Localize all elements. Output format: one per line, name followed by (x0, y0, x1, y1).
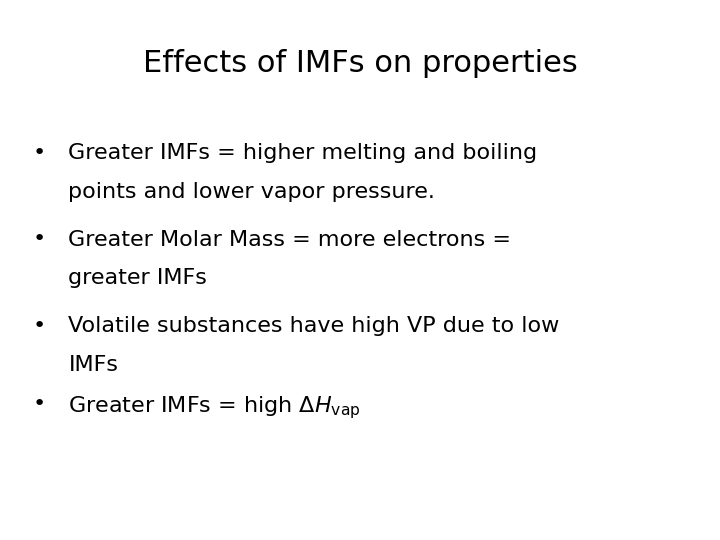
Text: Greater Molar Mass = more electrons =: Greater Molar Mass = more electrons = (68, 230, 511, 249)
Text: •: • (33, 316, 46, 336)
Text: Effects of IMFs on properties: Effects of IMFs on properties (143, 49, 577, 78)
Text: •: • (33, 394, 46, 414)
Text: Greater IMFs = high $\Delta H_{\mathregular{vap}}$: Greater IMFs = high $\Delta H_{\mathregu… (68, 394, 361, 421)
Text: greater IMFs: greater IMFs (68, 268, 207, 288)
Text: IMFs: IMFs (68, 355, 118, 375)
Text: points and lower vapor pressure.: points and lower vapor pressure. (68, 182, 436, 202)
Text: •: • (33, 143, 46, 163)
Text: Volatile substances have high VP due to low: Volatile substances have high VP due to … (68, 316, 559, 336)
Text: •: • (33, 230, 46, 249)
Text: Greater IMFs = higher melting and boiling: Greater IMFs = higher melting and boilin… (68, 143, 538, 163)
